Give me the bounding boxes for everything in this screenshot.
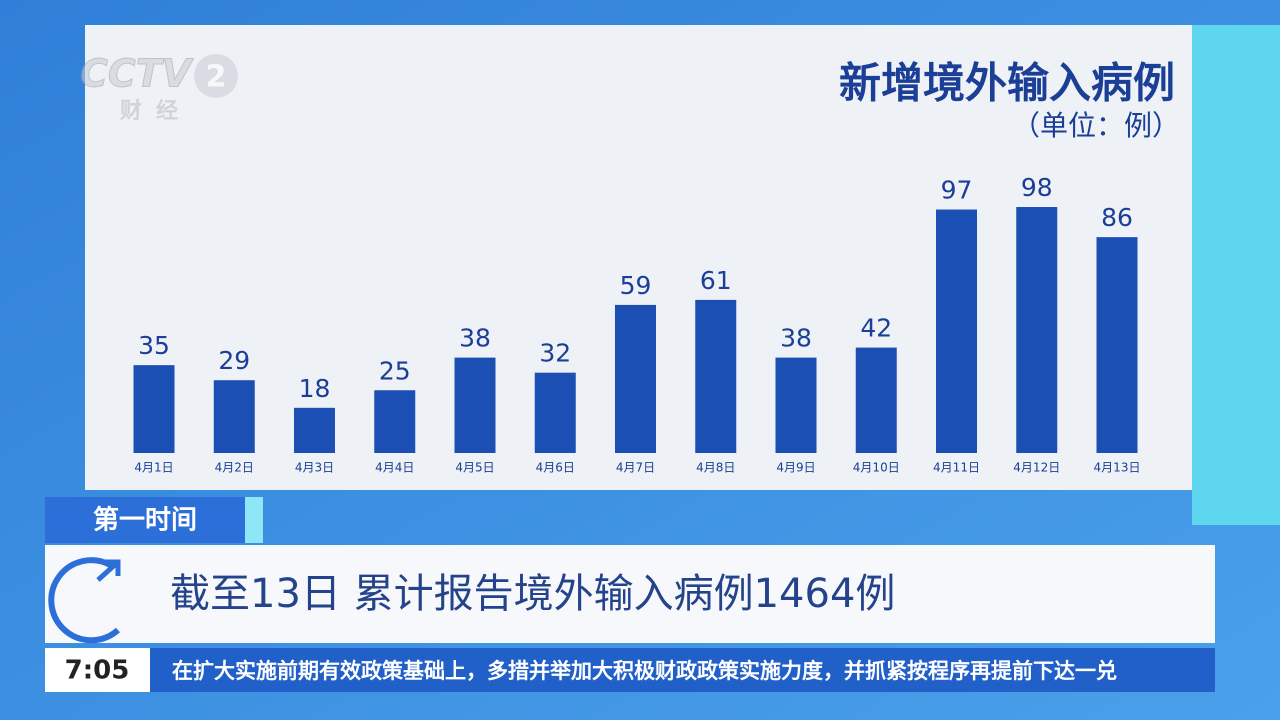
- headline-icon: [48, 557, 120, 644]
- bar: [936, 209, 977, 453]
- value-label: 59: [620, 271, 652, 300]
- bar: [615, 304, 656, 453]
- x-tick-label: 4月11日: [933, 461, 980, 475]
- chart-title: 新增境外输入病例: [839, 59, 1175, 108]
- bar: [133, 365, 175, 453]
- headline-box: [45, 545, 1215, 643]
- headline-arrow: [96, 559, 121, 582]
- bar: [454, 357, 496, 453]
- bar: [695, 299, 737, 453]
- value-label: 32: [539, 339, 571, 368]
- value-label: 38: [780, 324, 812, 353]
- value-label: 18: [299, 374, 331, 403]
- value-label: 25: [379, 356, 411, 385]
- x-tick-label: 4月4日: [375, 461, 414, 475]
- time-box: [45, 648, 150, 692]
- plot: 35 4月1日 29 4月2日 18 4月3日 25 4月4日 38 4月5日 32 4月6日 59 4月…: [133, 173, 1141, 475]
- x-tick-label: 4月2日: [215, 461, 254, 475]
- value-label: 38: [459, 324, 491, 353]
- logo: CCTV 2 财经: [80, 51, 238, 124]
- x-tick-label: 4月6日: [536, 461, 575, 475]
- x-tick-label: 4月13日: [1094, 461, 1141, 475]
- ticker-clip: 在扩大实施前期有效政策基础上，多措并举加大积极财政政策实施力度，并抓紧按程序再提…: [172, 659, 1117, 683]
- x-tick-label: 4月7日: [616, 461, 655, 475]
- value-label: 97: [941, 176, 973, 205]
- x-tick-label: 4月10日: [853, 461, 900, 475]
- bar: [374, 390, 416, 453]
- value-label: 86: [1101, 203, 1133, 232]
- ticker-bar: [150, 648, 1215, 692]
- bar: [534, 372, 576, 453]
- chart-subtitle: （单位：例）: [1012, 109, 1180, 142]
- logo-brand: CCTV: [80, 52, 194, 96]
- value-label: 98: [1021, 173, 1053, 202]
- value-label: 35: [138, 331, 170, 360]
- x-tick-label: 4月12日: [1013, 461, 1060, 475]
- bar: [1016, 207, 1058, 453]
- tag-box: [45, 497, 245, 543]
- side-stripe: [1192, 25, 1280, 525]
- ticker-text: 在扩大实施前期有效政策基础上，多措并举加大积极财政政策实施力度，并抓紧按程序再提…: [172, 659, 1117, 683]
- bar: [294, 407, 335, 453]
- bar: [855, 347, 897, 453]
- logo-channel: 2: [206, 60, 227, 95]
- bar: [213, 380, 255, 453]
- x-tick-label: 4月9日: [776, 461, 815, 475]
- banner-tag: 第一时间: [93, 505, 197, 536]
- x-tick-label: 4月1日: [134, 461, 173, 475]
- x-tick-label: 4月3日: [295, 461, 334, 475]
- tag-accent: [245, 497, 263, 543]
- ticker-time: 7:05: [65, 656, 130, 686]
- bar: [1096, 237, 1138, 453]
- x-tick-label: 4月5日: [455, 461, 494, 475]
- bar: [775, 357, 817, 453]
- value-label: 61: [700, 266, 732, 295]
- logo-name: 财经: [120, 98, 192, 124]
- value-label: 29: [218, 346, 250, 375]
- x-tick-label: 4月8日: [696, 461, 735, 475]
- value-label: 42: [860, 314, 892, 343]
- banner-headline: 截至13日 累计报告境外输入病例1464例: [170, 571, 895, 617]
- logo-circle: [194, 54, 238, 98]
